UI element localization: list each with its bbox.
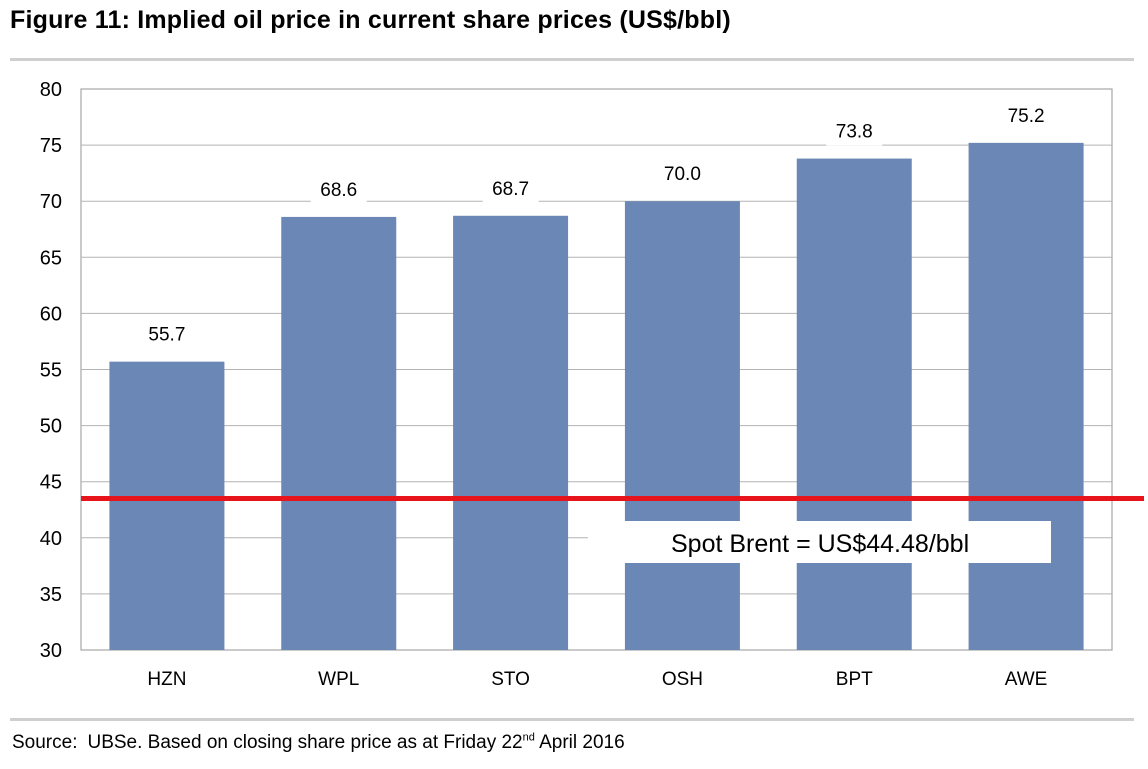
y-tick-label: 40	[40, 528, 62, 550]
top-divider	[10, 58, 1134, 61]
x-tick-label: AWE	[1005, 669, 1048, 690]
y-tick-label: 70	[40, 191, 62, 213]
data-label: 68.6	[320, 180, 357, 201]
data-label-bg	[310, 173, 367, 204]
data-label-bg	[654, 158, 711, 189]
x-tick-label: BPT	[836, 669, 873, 690]
y-tick-label: 50	[40, 416, 62, 438]
source-text: UBSe. Based on closing share price as at…	[87, 732, 523, 753]
y-tick-label: 55	[40, 360, 62, 382]
bar-awe	[968, 142, 1084, 650]
y-tick-label: 80	[40, 79, 62, 101]
figure-title: Figure 11: Implied oil price in current …	[10, 6, 731, 34]
source-superscript: nd	[522, 731, 535, 744]
data-label: 68.7	[492, 179, 529, 200]
y-tick-label: 45	[40, 472, 62, 494]
data-label-bg	[826, 115, 883, 146]
y-tick-label: 35	[40, 584, 62, 606]
bar-wpl	[281, 216, 397, 650]
y-tick-label: 65	[40, 247, 62, 269]
data-label: 70.0	[664, 164, 701, 185]
data-label-bg	[482, 172, 539, 203]
source-note: Source: UBSe. Based on closing share pric…	[12, 732, 625, 754]
x-tick-label: WPL	[318, 669, 359, 690]
bar-bpt	[796, 158, 912, 650]
x-tick-label: STO	[491, 669, 530, 690]
y-tick-label: 60	[40, 303, 62, 325]
data-label-bg	[998, 99, 1055, 130]
data-label: 75.2	[1008, 106, 1045, 127]
source-suffix: April 2016	[534, 732, 625, 753]
annotation-bg	[588, 521, 1051, 563]
x-tick-label: HZN	[147, 669, 186, 690]
y-tick-label: 30	[40, 640, 62, 662]
bar-hzn	[109, 361, 225, 650]
bar-sto	[453, 215, 569, 650]
data-label: 55.7	[148, 325, 185, 346]
spot-brent-label: Spot Brent = US$44.48/bbl	[671, 530, 969, 558]
data-label-bg	[138, 318, 195, 349]
y-tick-label: 75	[40, 135, 62, 157]
bottom-divider	[10, 718, 1134, 721]
data-label: 73.8	[836, 122, 873, 143]
bar-osh	[624, 201, 740, 650]
source-prefix: Source:	[12, 732, 78, 753]
x-tick-label: OSH	[662, 669, 703, 690]
